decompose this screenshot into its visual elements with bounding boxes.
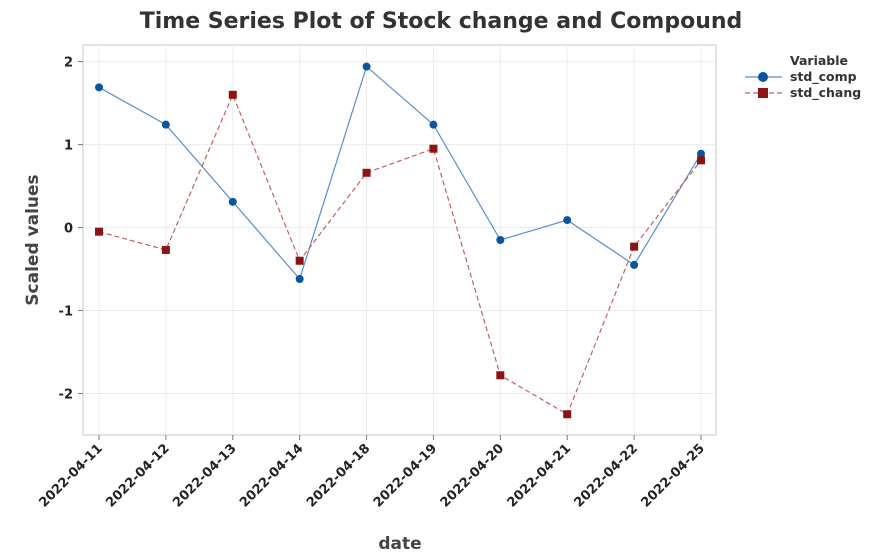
- data-point: [295, 256, 304, 265]
- series-std_chang: [95, 90, 705, 419]
- data-point: [295, 275, 304, 283]
- legend-title: Variable: [790, 53, 848, 68]
- series-group: [95, 62, 705, 419]
- plot-area: [82, 44, 717, 436]
- legend-label: std_comp: [790, 69, 857, 85]
- x-tick-label: 2022-04-13: [170, 441, 239, 510]
- data-point: [496, 371, 505, 380]
- series-line-std_chang: [98, 93, 702, 416]
- x-tick-label: 2022-04-21: [505, 441, 574, 510]
- legend-marker: [758, 72, 768, 82]
- data-point: [496, 236, 505, 244]
- data-point: [563, 216, 572, 225]
- y-tick-label: 2: [64, 56, 73, 71]
- data-point: [362, 168, 371, 177]
- series-std_comp: [95, 62, 705, 283]
- x-tick-label: 2022-04-11: [36, 441, 105, 510]
- y-axis-title: Scaled values: [23, 174, 43, 305]
- legend-label: std_chang: [790, 85, 861, 101]
- legend-item-std_chang: std_chang: [745, 85, 861, 101]
- data-point: [630, 260, 639, 269]
- data-point: [429, 120, 438, 129]
- y-tick-label: -1: [59, 305, 73, 320]
- y-tick-label: -2: [59, 388, 73, 403]
- x-tick-label: 2022-04-25: [638, 441, 707, 510]
- x-tick-label: 2022-04-14: [237, 441, 306, 510]
- legend-marker: [758, 88, 768, 98]
- data-point: [697, 156, 705, 165]
- data-point: [228, 197, 237, 206]
- series-line-std_comp: [98, 65, 702, 281]
- data-point: [95, 83, 103, 92]
- x-axis-title: date: [378, 534, 421, 554]
- data-point: [630, 242, 639, 251]
- data-point: [362, 62, 371, 71]
- data-point: [161, 245, 170, 254]
- data-point: [697, 149, 705, 158]
- data-point: [161, 120, 170, 129]
- x-tick-label: 2022-04-22: [572, 441, 641, 510]
- legend-item-std_comp: std_comp: [745, 69, 857, 85]
- y-tick-label: 1: [64, 139, 73, 154]
- chart-title: Time Series Plot of Stock change and Com…: [140, 9, 743, 34]
- x-tick-label: 2022-04-20: [438, 441, 507, 510]
- data-point: [228, 90, 237, 99]
- gridlines: [83, 45, 716, 435]
- data-point: [429, 144, 438, 153]
- data-point: [95, 227, 103, 236]
- x-tick-label: 2022-04-19: [371, 441, 440, 510]
- x-tick-label: 2022-04-18: [304, 441, 373, 510]
- data-point: [563, 410, 572, 419]
- x-tick-label: 2022-04-12: [103, 441, 172, 510]
- y-tick-label: 0: [64, 222, 73, 237]
